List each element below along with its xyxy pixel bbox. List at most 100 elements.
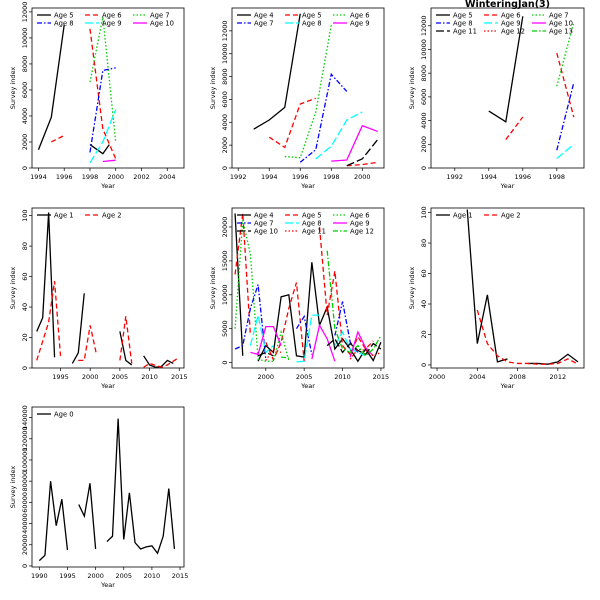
y-tick-label: 60 xyxy=(420,269,428,277)
legend-label: Age 6 xyxy=(501,12,521,20)
x-tick-label: 1992 xyxy=(230,173,247,181)
legend-label: Age 6 xyxy=(350,212,370,220)
x-tick-label: 2010 xyxy=(141,373,158,381)
series-line-age-7-seg-1 xyxy=(299,72,348,163)
legend-label: Age 10 xyxy=(254,228,278,236)
y-tick-label: 10000 xyxy=(21,28,29,49)
y-tick-label: 100 xyxy=(420,206,428,218)
legend-label: Age 0 xyxy=(54,411,74,419)
x-axis-label: Year xyxy=(100,182,115,190)
legend-label: Age 9 xyxy=(350,220,370,228)
series-line-age-6-seg-1 xyxy=(51,134,65,143)
series-line-age-2-seg-2 xyxy=(78,325,97,362)
legend-label: Age 5 xyxy=(302,212,322,220)
y-tick-label: 40 xyxy=(420,300,428,308)
legend-label: Age 12 xyxy=(350,228,374,236)
y-tick-label: 10000 xyxy=(221,284,229,305)
series-line-age-6-seg-1 xyxy=(284,25,332,159)
plot-frame xyxy=(231,207,385,369)
series-line-age-6-seg-2 xyxy=(89,28,117,160)
series-lines xyxy=(37,16,117,164)
x-tick-label: 2010 xyxy=(144,572,161,580)
series-line-age-7-seg-1 xyxy=(234,284,267,360)
y-tick-label: 100000 xyxy=(21,448,29,473)
series-line-age-5-seg-1 xyxy=(37,24,65,151)
y-tick-label: 2000 xyxy=(221,137,229,154)
legend-label: Age 5 xyxy=(302,12,322,20)
series-line-age-5-seg-1 xyxy=(268,97,316,149)
series-line-age-9-seg-1 xyxy=(250,325,282,356)
legend-label: Age 7 xyxy=(549,12,569,20)
legend: Age 4 Age 5 Age 6 Age 7 Age 8 Age 9 Age 10 Age … xyxy=(237,212,374,236)
x-tick-label: 2008 xyxy=(509,373,526,381)
legend-label: Age 2 xyxy=(102,212,122,220)
y-tick-label: 2000 xyxy=(420,136,428,153)
series-lines xyxy=(488,16,575,160)
x-tick-label: 2002 xyxy=(133,173,150,181)
y-tick-label: 20 xyxy=(420,330,428,338)
y-tick-label: 10000 xyxy=(221,43,229,64)
plot-frame xyxy=(430,207,585,369)
x-axis-label: Year xyxy=(500,382,515,390)
chart-panel-3: 1992 1994 1996 1998 0 2000 4000 6000 8000 10000 12… xyxy=(408,0,585,190)
x-tick-label: 2012 xyxy=(550,373,567,381)
series-line-age-8-seg-1 xyxy=(89,67,116,153)
plot-frame xyxy=(430,7,585,169)
series-line-age-12-seg-1 xyxy=(281,356,289,359)
y-tick-label: 8000 xyxy=(21,56,29,73)
legend-label: Age 9 xyxy=(350,20,370,28)
x-tick-label: 2000 xyxy=(82,373,99,381)
x-tick-label: 2010 xyxy=(334,373,351,381)
legend-label: Age 2 xyxy=(501,212,521,220)
legend: Age 1 Age 2 xyxy=(436,212,521,220)
legend: Age 1 Age 2 xyxy=(37,212,122,220)
y-tick-label: 0 xyxy=(21,366,29,370)
x-tick-label: 1998 xyxy=(82,173,99,181)
series-line-age-7-seg-1 xyxy=(89,16,117,143)
x-tick-label: 1998 xyxy=(549,173,566,181)
x-tick-label: 2005 xyxy=(296,373,313,381)
series-line-age-7-seg-2 xyxy=(295,314,313,355)
x-tick-label: 2015 xyxy=(373,373,390,381)
y-tick-label: 60 xyxy=(21,272,29,280)
y-tick-label: 0 xyxy=(21,564,29,568)
legend-label: Age 6 xyxy=(102,12,122,20)
y-tick-label: 0 xyxy=(221,361,229,365)
x-tick-label: 1996 xyxy=(515,173,532,181)
x-tick-label: 2015 xyxy=(172,572,189,580)
legend-label: Age 1 xyxy=(453,212,473,220)
chart-panel-1: 1994 1996 1998 2000 2002 2004 0 2000 4000 6000 800… xyxy=(9,2,185,190)
series-line-age-4-seg-1 xyxy=(253,13,301,130)
series-line-age-4-seg-2 xyxy=(257,262,382,363)
series-line-age-1-seg-2 xyxy=(527,353,579,365)
chart-panel-4: 1995 2000 2005 2010 2015 0 20 40 60 80 100 Year Surv… xyxy=(9,207,188,390)
y-tick-label: 20000 xyxy=(221,217,229,238)
series-line-age-5-seg-2 xyxy=(89,144,110,155)
y-tick-label: 40000 xyxy=(21,513,29,534)
series-lines xyxy=(253,13,379,167)
series-line-age-0-seg-2 xyxy=(78,483,97,550)
legend-label: Age 5 xyxy=(54,12,74,20)
series-line-age-5-seg-2 xyxy=(346,161,378,167)
series-line-age-2-seg-1 xyxy=(36,281,62,361)
y-tick-label: 10000 xyxy=(420,39,428,60)
legend-label: Age 7 xyxy=(254,20,274,28)
legend-label: Age 1 xyxy=(54,212,74,220)
y-tick-label: 20 xyxy=(21,333,29,341)
series-lines xyxy=(466,209,579,365)
series-line-age-9-seg-1 xyxy=(556,143,575,160)
y-axis-label: Survey index xyxy=(209,67,217,110)
x-tick-label: 1992 xyxy=(447,173,464,181)
series-line-age-2-seg-1 xyxy=(476,309,579,365)
x-tick-label: 1995 xyxy=(52,373,69,381)
y-tick-label: 12000 xyxy=(420,15,428,36)
legend-label: Age 10 xyxy=(549,20,573,28)
series-line-age-0-seg-1 xyxy=(38,481,69,562)
y-tick-label: 15000 xyxy=(221,251,229,272)
legend-label: Age 6 xyxy=(350,12,370,20)
y-axis-label: Survey index xyxy=(9,67,17,110)
y-tick-label: 4000 xyxy=(21,108,29,125)
x-tick-label: 1994 xyxy=(30,173,47,181)
series-line-age-11-seg-2 xyxy=(349,348,382,360)
y-tick-label: 6000 xyxy=(21,82,29,99)
